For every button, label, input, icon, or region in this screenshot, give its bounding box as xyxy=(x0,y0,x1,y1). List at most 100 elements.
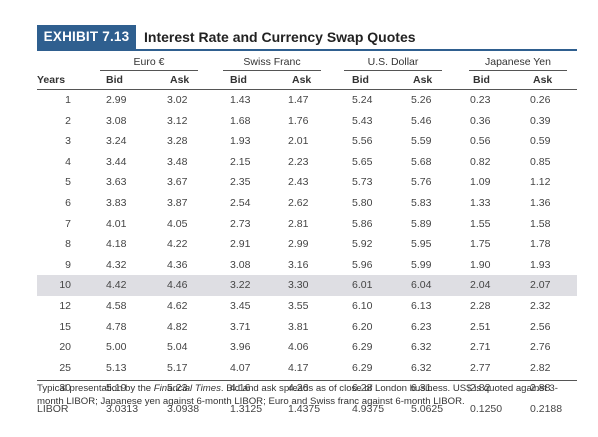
chf-bid-cell: 4.07 xyxy=(230,361,251,374)
chf-ask-cell: 4.06 xyxy=(288,341,309,354)
footnote-post: . Bid and ask spreads as of close of Lon… xyxy=(37,383,558,407)
euro-ask-cell: 3.48 xyxy=(167,155,188,168)
usd-bid-cell: 5.43 xyxy=(352,114,373,127)
col-head-usd-ask: Ask xyxy=(413,74,433,86)
jpy-bid-cell: 2.82 xyxy=(470,382,491,395)
euro-bid-cell: 3.08 xyxy=(106,114,127,127)
chf-bid-cell: 2.73 xyxy=(230,217,251,230)
chf-ask-cell: 3.55 xyxy=(288,300,309,312)
jpy-bid-cell: 2.04 xyxy=(470,279,491,292)
euro-ask-cell: 5.23 xyxy=(167,382,188,395)
col-head-euro-bid: Bid xyxy=(106,74,123,86)
jpy-bid-cell: 0.82 xyxy=(470,155,491,168)
euro-bid-cell: 2.99 xyxy=(106,94,127,106)
chf-ask-cell: 4.26 xyxy=(288,382,309,395)
jpy-ask-cell: 0.2188 xyxy=(530,403,563,415)
table-row: 20 5.00 5.04 3.96 4.06 6.29 6.32 2.71 2.76 xyxy=(37,337,577,358)
chf-ask-cell: 4.17 xyxy=(288,361,309,374)
chf-ask-cell: 1.4375 xyxy=(288,403,321,415)
chf-bid-cell: 3.71 xyxy=(230,320,251,333)
usd-bid-cell: 6.29 xyxy=(352,361,373,374)
chf-ask-cell: 3.16 xyxy=(288,258,309,271)
usd-ask-cell: 6.32 xyxy=(411,341,432,354)
jpy-bid-cell: 0.36 xyxy=(470,114,491,127)
euro-ask-cell: 3.12 xyxy=(167,114,188,127)
euro-bid-cell: 5.19 xyxy=(106,382,127,395)
usd-ask-cell: 5.76 xyxy=(411,176,432,189)
usd-ask-cell: 6.32 xyxy=(411,361,432,374)
chf-bid-cell: 3.22 xyxy=(230,279,251,292)
table-row: 3 3.24 3.28 1.93 2.01 5.56 5.59 0.56 0.59 xyxy=(37,131,577,152)
usd-ask-cell: 5.89 xyxy=(411,217,432,230)
group-head-swiss-franc: Swiss Franc xyxy=(243,56,301,68)
jpy-bid-cell: 1.55 xyxy=(470,217,491,230)
usd-ask-cell: 6.04 xyxy=(411,279,432,292)
jpy-bid-cell: 2.28 xyxy=(470,300,491,312)
table-row: 7 4.01 4.05 2.73 2.81 5.86 5.89 1.55 1.58 xyxy=(37,214,577,235)
years-cell: 6 xyxy=(65,197,71,209)
usd-ask-cell: 6.31 xyxy=(411,382,432,395)
euro-bid-cell: 5.13 xyxy=(106,361,127,374)
chf-ask-cell: 2.01 xyxy=(288,135,309,148)
euro-ask-cell: 4.62 xyxy=(167,300,188,312)
euro-bid-cell: 3.83 xyxy=(106,197,127,209)
years-cell: 15 xyxy=(59,320,71,333)
chf-ask-cell: 3.81 xyxy=(288,320,309,333)
chf-ask-cell: 1.47 xyxy=(288,94,309,106)
euro-ask-cell: 3.02 xyxy=(167,94,188,106)
chf-bid-cell: 2.15 xyxy=(230,155,251,168)
exhibit-tag: EXHIBIT 7.13 xyxy=(37,25,136,49)
jpy-bid-cell: 1.90 xyxy=(470,258,491,271)
euro-bid-cell: 3.24 xyxy=(106,135,127,148)
years-cell: 20 xyxy=(59,341,71,354)
usd-ask-cell: 5.99 xyxy=(411,258,432,271)
years-cell: 5 xyxy=(65,176,71,189)
table-row: 4 3.44 3.48 2.15 2.23 5.65 5.68 0.82 0.85 xyxy=(37,152,577,173)
usd-bid-cell: 6.10 xyxy=(352,300,373,312)
table-row: 25 5.13 5.17 4.07 4.17 6.29 6.32 2.77 2.82 xyxy=(37,358,577,379)
table-row: 1 2.99 3.02 1.43 1.47 5.24 5.26 0.23 0.26 xyxy=(37,90,577,111)
table-row: 9 4.32 4.36 3.08 3.16 5.96 5.99 1.90 1.93 xyxy=(37,255,577,276)
euro-bid-cell: 4.32 xyxy=(106,258,127,271)
jpy-ask-cell: 2.82 xyxy=(530,361,551,374)
table-row: 8 4.18 4.22 2.91 2.99 5.92 5.95 1.75 1.78 xyxy=(37,234,577,255)
jpy-ask-cell: 1.58 xyxy=(530,217,551,230)
group-head-japanese-yen: Japanese Yen xyxy=(485,56,551,68)
usd-bid-cell: 5.80 xyxy=(352,197,373,209)
usd-ask-cell: 5.46 xyxy=(411,114,432,127)
usd-ask-cell: 5.59 xyxy=(411,135,432,148)
chf-bid-cell: 4.16 xyxy=(230,382,251,395)
jpy-bid-cell: 0.23 xyxy=(470,94,491,106)
usd-ask-cell: 6.13 xyxy=(411,300,432,312)
chf-bid-cell: 1.68 xyxy=(230,114,251,127)
usd-bid-cell: 5.73 xyxy=(352,176,373,189)
col-head-chf-bid: Bid xyxy=(230,74,247,86)
euro-ask-cell: 5.04 xyxy=(167,341,188,354)
chf-ask-cell: 1.76 xyxy=(288,114,309,127)
group-rule-swiss-franc xyxy=(223,70,321,71)
euro-ask-cell: 4.82 xyxy=(167,320,188,333)
usd-ask-cell: 5.95 xyxy=(411,238,432,251)
header-rule xyxy=(37,89,577,90)
years-cell: 12 xyxy=(59,300,71,312)
euro-ask-cell: 4.36 xyxy=(167,258,188,271)
chf-bid-cell: 1.93 xyxy=(230,135,251,148)
jpy-bid-cell: 0.1250 xyxy=(470,403,503,415)
jpy-bid-cell: 1.09 xyxy=(470,176,491,189)
col-head-jpy-bid: Bid xyxy=(473,74,490,86)
col-head-chf-ask: Ask xyxy=(292,74,312,86)
years-cell: 25 xyxy=(59,361,71,374)
footnote-pre: Typical presentation by the xyxy=(37,383,154,394)
jpy-ask-cell: 0.59 xyxy=(530,135,551,148)
chf-ask-cell: 2.43 xyxy=(288,176,309,189)
jpy-ask-cell: 0.85 xyxy=(530,155,551,168)
chf-bid-cell: 3.45 xyxy=(230,300,251,312)
usd-bid-cell: 5.86 xyxy=(352,217,373,230)
col-head-years: Years xyxy=(37,74,66,86)
jpy-bid-cell: 2.71 xyxy=(470,341,491,354)
chf-bid-cell: 2.54 xyxy=(230,197,251,209)
chf-bid-cell: 3.96 xyxy=(230,341,251,354)
years-cell: 9 xyxy=(65,258,71,271)
usd-ask-cell: 5.83 xyxy=(411,197,432,209)
usd-bid-cell: 6.29 xyxy=(352,341,373,354)
